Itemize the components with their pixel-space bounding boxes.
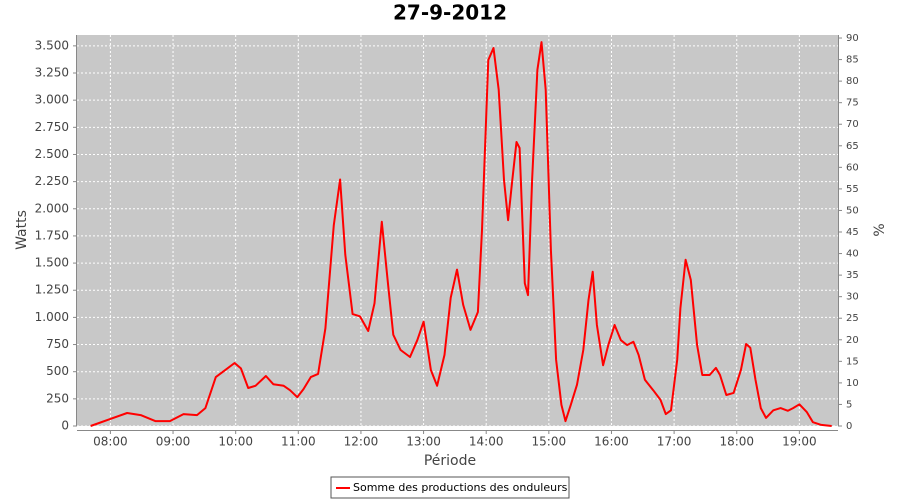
y-tick-label: 500 xyxy=(46,364,69,378)
y-tick-label: 1.250 xyxy=(35,283,69,297)
x-tick-label: 19:00 xyxy=(782,435,817,449)
y-tick-label: 2.250 xyxy=(35,174,69,188)
y2-axis-label: % xyxy=(872,223,888,236)
x-axis-label: Période xyxy=(424,453,476,469)
x-tick-label: 11:00 xyxy=(281,435,316,449)
x-tick-label: 18:00 xyxy=(719,435,754,449)
y-tick-label: 3.250 xyxy=(35,66,69,80)
y-tick-label: 1.000 xyxy=(35,310,69,324)
y2-tick-label: 75 xyxy=(846,98,859,109)
y2-tick-label: 5 xyxy=(846,399,852,410)
y-tick-label: 0 xyxy=(61,419,69,433)
y2-tick-label: 50 xyxy=(846,205,859,216)
y-tick-label: 1.500 xyxy=(35,256,69,270)
y2-tick-label: 0 xyxy=(846,421,852,432)
y2-tick-label: 15 xyxy=(846,356,859,367)
y2-tick-label: 35 xyxy=(846,270,859,281)
y2-tick-label: 20 xyxy=(846,335,859,346)
x-tick-label: 10:00 xyxy=(218,435,253,449)
y2-tick-label: 30 xyxy=(846,292,859,303)
line xyxy=(90,41,832,427)
y-tick-label: 2.750 xyxy=(35,120,69,134)
plot-area xyxy=(77,35,838,426)
y2-tick-label: 90 xyxy=(846,33,859,44)
y2-tick-label: 85 xyxy=(846,55,859,66)
chart-title: 27-9-2012 xyxy=(393,1,507,25)
x-tick-label: 17:00 xyxy=(657,435,692,449)
legend-label: Somme des productions des onduleurs xyxy=(353,481,568,494)
y-tick-label: 1.750 xyxy=(35,228,69,242)
x-tick-label: 13:00 xyxy=(406,435,441,449)
x-tick-label: 08:00 xyxy=(93,435,128,449)
y2-tick-label: 40 xyxy=(846,249,859,260)
x-tick-label: 15:00 xyxy=(532,435,567,449)
y2-tick-label: 80 xyxy=(846,76,859,87)
x-tick-label: 14:00 xyxy=(469,435,504,449)
y2-tick-label: 60 xyxy=(846,162,859,173)
y2-tick-label: 70 xyxy=(846,119,859,130)
y-tick-label: 2.000 xyxy=(35,201,69,215)
y-tick-label: 3.000 xyxy=(35,93,69,107)
x-tick-label: 16:00 xyxy=(594,435,629,449)
y-tick-label: 2.500 xyxy=(35,147,69,161)
x-tick-label: 12:00 xyxy=(344,435,379,449)
y2-tick-label: 10 xyxy=(846,378,859,389)
y-tick-label: 3.500 xyxy=(35,38,69,52)
y2-tick-label: 45 xyxy=(846,227,859,238)
y2-tick-label: 25 xyxy=(846,313,859,324)
y2-tick-label: 55 xyxy=(846,184,859,195)
x-tick-label: 09:00 xyxy=(156,435,191,449)
legend xyxy=(330,476,570,499)
y-tick-label: 750 xyxy=(46,337,69,351)
y-tick-label: 250 xyxy=(46,391,69,405)
y-axis-label: Watts xyxy=(14,210,30,250)
y2-tick-label: 65 xyxy=(846,141,859,152)
